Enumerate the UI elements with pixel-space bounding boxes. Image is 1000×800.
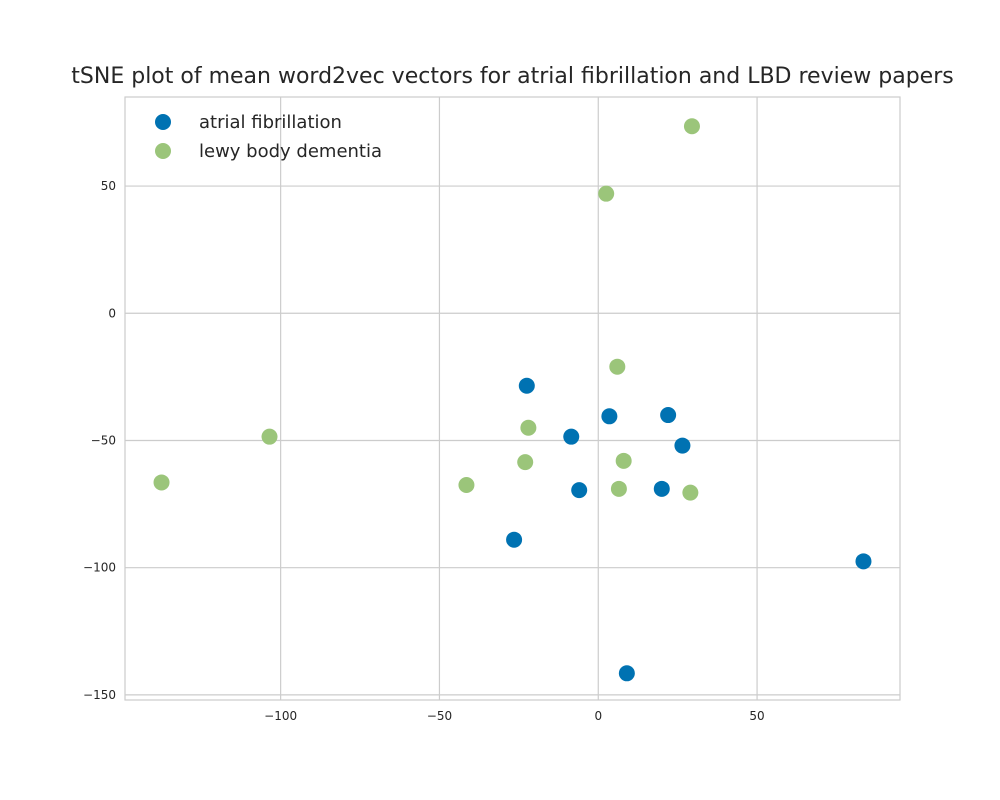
y-tick-label: −50 [91,433,116,447]
x-tick-label: −50 [427,709,452,723]
x-tick-label: −100 [264,709,297,723]
data-point [571,482,588,499]
data-points [153,118,872,682]
legend-label: atrial fibrillation [199,112,342,133]
legend-marker [155,114,171,130]
axes-frame [124,96,901,701]
data-point [563,428,580,445]
grid [125,97,900,700]
data-point [660,407,677,424]
y-tick-label: 0 [108,306,116,320]
x-tick-label: 0 [594,709,602,723]
y-tick-label: −100 [83,561,116,575]
legend-marker [155,143,171,159]
chart-title: tSNE plot of mean word2vec vectors for a… [71,64,954,89]
tick-labels: −100 −50 0 50 −150 −100 −50 0 50 [83,179,765,723]
data-point [601,408,618,425]
data-point [609,358,626,375]
legend-label: lewy body dementia [199,141,382,162]
legend: atrial fibrillation lewy body dementia [155,112,382,162]
x-tick-label: 50 [749,709,764,723]
data-point [261,428,278,445]
data-point [520,419,537,436]
data-point [506,531,523,548]
data-point [517,454,534,471]
data-point [615,452,632,469]
data-point [598,185,615,202]
y-tick-label: −150 [83,688,116,702]
series-lewy-body-dementia [153,118,700,501]
data-point [653,480,670,497]
y-tick-label: 50 [101,179,116,193]
data-point [682,484,699,501]
data-point [855,553,872,570]
data-point [674,437,691,454]
data-point [518,377,535,394]
data-point [458,477,475,494]
data-point [153,474,170,491]
data-point [618,665,635,682]
data-point [610,480,627,497]
data-point [683,118,700,135]
series-atrial-fibrillation [506,377,872,682]
